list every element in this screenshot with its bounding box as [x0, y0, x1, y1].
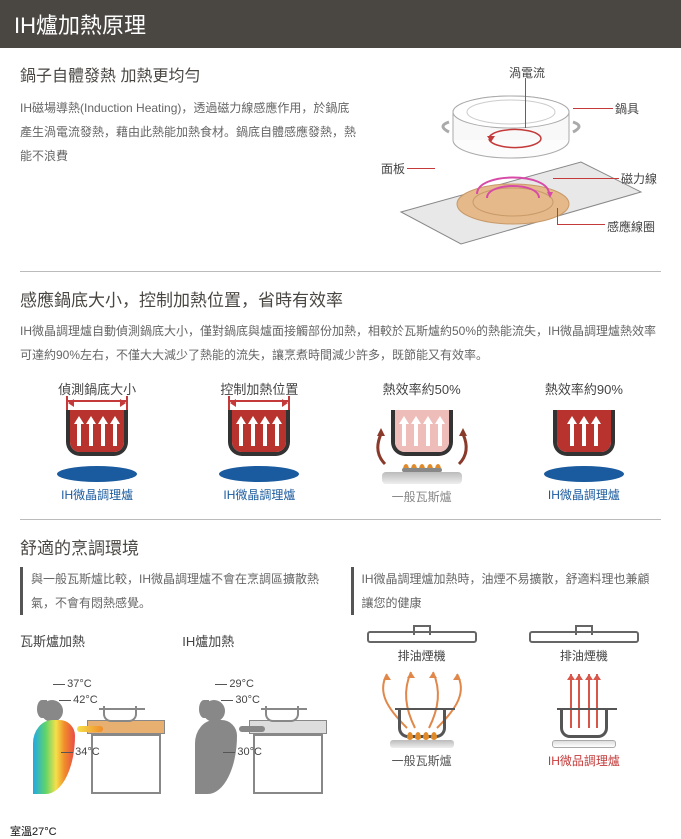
section-comfort: 舒適的烹調環境 與一般瓦斯爐比較，IH微晶調理爐不會在烹調區擴散熱氣，不會有悶熱…	[0, 520, 681, 804]
temp-label: 42°C	[73, 694, 98, 706]
efficiency-col-0: 偵測鍋底大小 IH微晶調理爐	[20, 379, 174, 505]
gas-burner-icon	[382, 472, 462, 484]
hood-ih: 排油煙機 IH微品調理爐	[507, 631, 661, 794]
counter-icon	[91, 734, 161, 794]
small-pot-icon	[265, 706, 299, 722]
small-pot-icon	[103, 706, 137, 722]
scene-ih: IH爐加熱29°C30°C30°C室溫27°C	[182, 631, 336, 794]
efficiency-col-title: 熱效率約90%	[507, 379, 661, 398]
hood-icon	[529, 631, 639, 643]
page-header: IH爐加熱原理	[0, 0, 681, 48]
mid-pot-icon	[560, 708, 608, 738]
comfort-right-text: IH微晶調理爐加熱時，油煙不易擴散，舒適料理也兼顧讓您的健康	[351, 567, 662, 615]
principle-subtitle: 鍋子自體發熱 加熱更均勻	[20, 62, 361, 86]
efficiency-row: 偵測鍋底大小IH微晶調理爐控制加熱位置IH微晶調理爐熱效率約50%一般瓦斯爐熱效…	[20, 379, 661, 505]
lead-pot	[573, 108, 613, 109]
temp-label: 30°C	[235, 694, 260, 706]
efficiency-caption: IH微晶調理爐	[507, 486, 661, 503]
efficiency-caption: IH微晶調理爐	[182, 486, 336, 503]
ih-base-icon	[219, 466, 299, 482]
efficiency-col-title: 偵測鍋底大小	[20, 379, 174, 398]
label-coil: 感應線圈	[607, 218, 655, 235]
scene-gas: 瓦斯爐加熱37°C42°C34°C室溫27°C	[20, 631, 174, 794]
section-efficiency: 感應鍋底大小，控制加熱位置，省時有效率 IH微晶調理爐自動偵測鍋底大小，僅對鍋底…	[0, 272, 681, 515]
section-principle: 鍋子自體發熱 加熱更均勻 IH磁場導熱(Induction Heating)，透…	[0, 48, 681, 267]
efficiency-body: IH微晶調理爐自動偵測鍋底大小，僅對鍋底與爐面接觸部份加熱，相較於瓦斯爐約50%…	[20, 319, 661, 367]
comfort-row: 瓦斯爐加熱37°C42°C34°C室溫27°C IH爐加熱29°C30°C30°…	[20, 631, 661, 794]
pot-icon	[214, 404, 304, 464]
hood-caption: 一般瓦斯爐	[357, 752, 487, 769]
efficiency-col-3: 熱效率約90% IH微晶調理爐	[507, 379, 661, 505]
label-magline: 磁力線	[621, 170, 657, 187]
pot-icon	[539, 404, 629, 464]
lead-magline	[553, 178, 619, 179]
principle-text: 鍋子自體發熱 加熱更均勻 IH磁場導熱(Induction Heating)，透…	[20, 62, 361, 257]
person-scene: 37°C 42°C 34°C	[27, 654, 167, 794]
lead-eddy	[525, 78, 526, 128]
efficiency-col-1: 控制加熱位置 IH微晶調理爐	[182, 379, 336, 505]
pot-icon	[52, 404, 142, 464]
efficiency-col-title: 控制加熱位置	[182, 379, 336, 398]
efficiency-caption: 一般瓦斯爐	[345, 488, 499, 505]
scene-title: IH爐加熱	[182, 631, 336, 650]
principle-body: IH磁場導熱(Induction Heating)，透過磁力線感應作用，於鍋底產…	[20, 96, 361, 168]
label-pot: 鍋具	[615, 100, 639, 117]
ih-burner-icon	[552, 740, 616, 748]
efficiency-title: 感應鍋底大小，控制加熱位置，省時有效率	[20, 286, 661, 311]
lead-panel	[407, 168, 435, 169]
page-title: IH爐加熱原理	[14, 13, 146, 38]
principle-diagram: 渦電流 鍋具 面板 磁力線 感應線圈	[381, 62, 661, 257]
label-eddy: 渦電流	[509, 64, 545, 81]
hood-gas: 排油煙機一般瓦斯爐	[345, 631, 499, 794]
temp-label: 30°C	[237, 746, 262, 758]
ih-base-icon	[544, 466, 624, 482]
comfort-title: 舒適的烹調環境	[20, 534, 661, 559]
counter-icon	[253, 734, 323, 794]
label-panel: 面板	[381, 160, 405, 177]
hood-icon	[367, 631, 477, 643]
hood-label: 排油煙機	[519, 647, 649, 664]
lead-coil	[557, 224, 605, 225]
comfort-text-cols: 與一般瓦斯爐比較，IH微晶調理爐不會在烹調區擴散熱氣，不會有悶熱感覺。 IH微晶…	[20, 567, 661, 615]
ih-base-icon	[57, 466, 137, 482]
temp-label: 34°C	[75, 746, 100, 758]
person-scene: 29°C 30°C 30°C	[189, 654, 329, 794]
hood-scene: 排油煙機 IH微品調理爐	[519, 631, 649, 781]
lead-coil-v	[557, 208, 558, 224]
comfort-left-text: 與一般瓦斯爐比較，IH微晶調理爐不會在烹調區擴散熱氣，不會有悶熱感覺。	[20, 567, 331, 615]
scene-title: 瓦斯爐加熱	[20, 631, 174, 650]
pot-icon	[377, 404, 467, 464]
gas-burner-icon	[390, 740, 454, 748]
temp-label: 37°C	[67, 678, 92, 690]
hood-scene: 排油煙機一般瓦斯爐	[357, 631, 487, 781]
temp-label: 29°C	[229, 678, 254, 690]
efficiency-caption: IH微晶調理爐	[20, 486, 174, 503]
hood-caption: IH微品調理爐	[519, 752, 649, 769]
hood-label: 排油煙機	[357, 647, 487, 664]
efficiency-col-title: 熱效率約50%	[345, 379, 499, 398]
efficiency-col-2: 熱效率約50% 一般瓦斯爐	[345, 379, 499, 505]
room-temp-label: 室溫27°C	[10, 823, 57, 839]
